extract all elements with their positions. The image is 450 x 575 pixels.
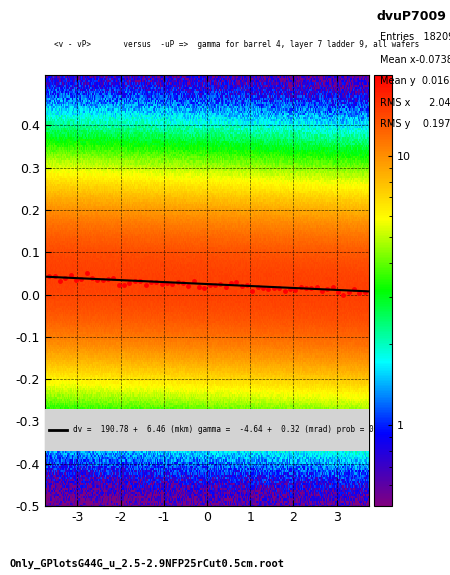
Text: Only_GPlotsG44G_u_2.5-2.9NFP25rCut0.5cm.root: Only_GPlotsG44G_u_2.5-2.9NFP25rCut0.5cm.… (9, 559, 284, 569)
Text: Entries   182097: Entries 182097 (380, 32, 450, 41)
Text: Mean x-0.07384: Mean x-0.07384 (380, 55, 450, 64)
Text: RMS x      2.04: RMS x 2.04 (380, 98, 450, 108)
Text: dvuP7009: dvuP7009 (376, 10, 446, 23)
Text: <v - vP>       versus  -uP =>  gamma for barrel 4, layer 7 ladder 9, all wafers: <v - vP> versus -uP => gamma for barrel … (54, 40, 420, 49)
Text: dv =  190.78 +  6.46 (mkm) gamma =  -4.64 +  0.32 (mrad) prob = 0.025: dv = 190.78 + 6.46 (mkm) gamma = -4.64 +… (73, 426, 392, 434)
Bar (45, 409, 369, 451)
Text: Mean y  0.01614: Mean y 0.01614 (380, 76, 450, 86)
Text: RMS y    0.1975: RMS y 0.1975 (380, 120, 450, 129)
